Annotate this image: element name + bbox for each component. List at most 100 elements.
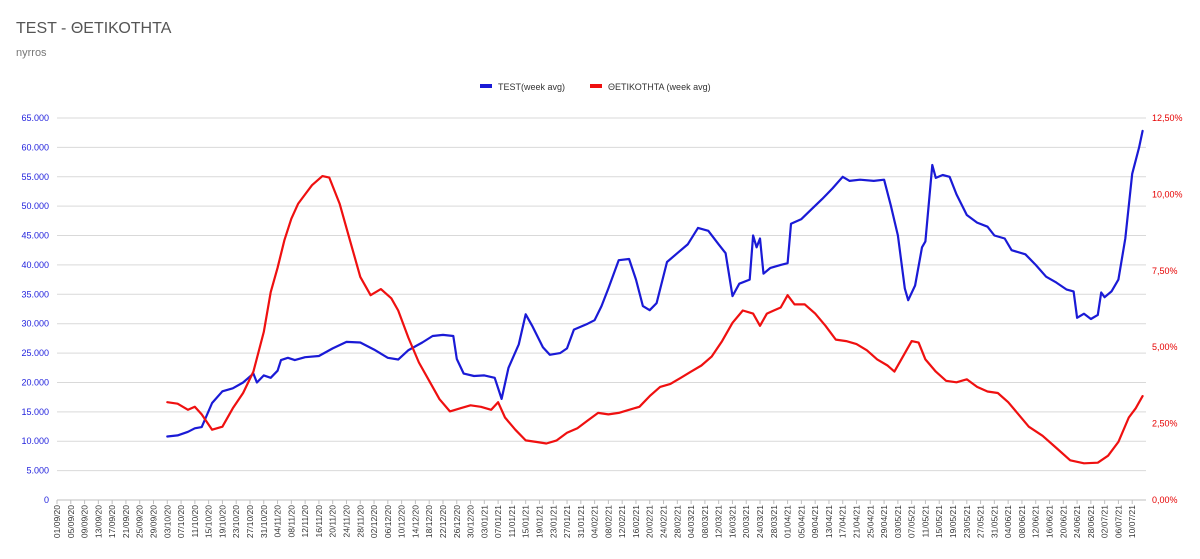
x-tick-label: 22/12/20	[438, 505, 448, 538]
y-left-tick-label: 35.000	[21, 289, 49, 299]
x-tick-label: 15/01/21	[521, 505, 531, 538]
x-tick-label: 06/07/21	[1113, 505, 1123, 538]
x-tick-label: 23/01/21	[548, 505, 558, 538]
x-tick-label: 27/01/21	[562, 505, 572, 538]
y-left-tick-label: 55.000	[21, 172, 49, 182]
x-tick-label: 23/05/21	[962, 505, 972, 538]
x-tick-label: 26/12/20	[452, 505, 462, 538]
y-left-tick-label: 10.000	[21, 436, 49, 446]
x-tick-label: 08/06/21	[1017, 505, 1027, 538]
x-tick-label: 28/02/21	[672, 505, 682, 538]
x-tick-label: 06/12/20	[383, 505, 393, 538]
x-tick-label: 30/12/20	[466, 505, 476, 538]
x-tick-label: 10/07/21	[1127, 505, 1137, 538]
x-tick-label: 20/11/20	[328, 505, 338, 538]
chart-subtitle: nyrros	[16, 47, 47, 59]
positivity-series-line	[166, 175, 1144, 465]
y-right-tick-label: 7,50%	[1152, 266, 1178, 276]
y-left-tick-label: 5.000	[26, 466, 49, 476]
x-tick-label: 04/02/21	[590, 505, 600, 538]
x-tick-label: 04/03/21	[686, 505, 696, 538]
x-tick-label: 07/10/20	[176, 505, 186, 538]
y-right-tick-label: 10,00%	[1152, 189, 1183, 199]
x-tick-label: 03/10/20	[162, 505, 172, 538]
y-right-tick-label: 5,00%	[1152, 342, 1178, 352]
y-left-tick-label: 0	[44, 495, 49, 505]
chart-title: TEST - ΘΕΤΙΚΟΤΗΤΑ	[16, 20, 172, 37]
x-tick-label: 24/11/20	[341, 505, 351, 538]
y-left-tick-label: 20.000	[21, 377, 49, 387]
x-tick-label: 13/04/21	[824, 505, 834, 538]
x-tick-label: 14/12/20	[410, 505, 420, 538]
x-tick-label: 05/04/21	[796, 505, 806, 538]
x-tick-label: 31/01/21	[576, 505, 586, 538]
y-right-tick-label: 2,50%	[1152, 419, 1178, 429]
x-tick-label: 16/02/21	[631, 505, 641, 538]
x-tick-label: 15/10/20	[204, 505, 214, 538]
x-tick-label: 23/10/20	[231, 505, 241, 538]
x-tick-label: 17/04/21	[838, 505, 848, 538]
x-tick-label: 19/10/20	[217, 505, 227, 538]
y-left-tick-label: 50.000	[21, 201, 49, 211]
x-tick-label: 02/07/21	[1100, 505, 1110, 538]
x-tick-label: 11/10/20	[190, 505, 200, 538]
x-tick-label: 19/05/21	[948, 505, 958, 538]
y-right-tick-label: 12,50%	[1152, 113, 1183, 123]
x-tick-label: 28/11/20	[355, 505, 365, 538]
x-tick-label: 10/12/20	[397, 505, 407, 538]
legend-test-swatch	[480, 84, 492, 88]
x-tick-label: 16/06/21	[1045, 505, 1055, 538]
x-tick-label: 04/06/21	[1003, 505, 1013, 538]
x-tick-label: 11/01/21	[507, 505, 517, 538]
legend-positivity-label: ΘΕΤΙΚΟΤΗΤΑ (week avg)	[608, 82, 711, 92]
y-left-tick-label: 15.000	[21, 407, 49, 417]
x-tick-label: 07/01/21	[493, 505, 503, 538]
x-tick-label: 11/05/21	[920, 505, 930, 538]
x-tick-label: 28/06/21	[1086, 505, 1096, 538]
x-tick-label: 12/06/21	[1031, 505, 1041, 538]
y-left-tick-label: 45.000	[21, 231, 49, 241]
x-tick-label: 24/03/21	[755, 505, 765, 538]
x-tick-label: 25/04/21	[865, 505, 875, 538]
x-tick-label: 17/09/20	[107, 505, 117, 538]
x-tick-label: 28/03/21	[769, 505, 779, 538]
x-tick-label: 29/09/20	[148, 505, 158, 538]
y-left-tick-label: 40.000	[21, 260, 49, 270]
x-tick-label: 09/09/20	[80, 505, 90, 538]
x-tick-label: 01/09/20	[52, 505, 62, 538]
x-tick-label: 19/01/21	[534, 505, 544, 538]
x-tick-label: 24/06/21	[1072, 505, 1082, 538]
x-tick-label: 03/05/21	[893, 505, 903, 538]
x-tick-label: 01/04/21	[783, 505, 793, 538]
x-tick-label: 31/05/21	[989, 505, 999, 538]
legend-test-label: TEST(week avg)	[498, 82, 565, 92]
x-tick-label: 25/09/20	[135, 505, 145, 538]
x-tick-label: 20/03/21	[741, 505, 751, 538]
y-left-tick-label: 65.000	[21, 113, 49, 123]
x-tick-label: 20/06/21	[1058, 505, 1068, 538]
x-tick-label: 02/12/20	[369, 505, 379, 538]
y-left-tick-label: 60.000	[21, 142, 49, 152]
x-tick-label: 07/05/21	[907, 505, 917, 538]
x-tick-label: 21/09/20	[121, 505, 131, 538]
x-tick-label: 27/10/20	[245, 505, 255, 538]
x-tick-label: 08/02/21	[603, 505, 613, 538]
x-tick-label: 21/04/21	[852, 505, 862, 538]
x-tick-label: 29/04/21	[879, 505, 889, 538]
legend-positivity-swatch	[590, 84, 602, 88]
y-left-tick-label: 25.000	[21, 348, 49, 358]
x-tick-label: 09/04/21	[810, 505, 820, 538]
x-tick-label: 16/03/21	[727, 505, 737, 538]
x-tick-label: 03/01/21	[479, 505, 489, 538]
x-tick-label: 13/09/20	[93, 505, 103, 538]
x-tick-label: 20/02/21	[645, 505, 655, 538]
y-left-tick-label: 30.000	[21, 319, 49, 329]
x-tick-label: 08/11/20	[286, 505, 296, 538]
x-tick-label: 18/12/20	[424, 505, 434, 538]
x-tick-label: 15/05/21	[934, 505, 944, 538]
x-tick-label: 24/02/21	[659, 505, 669, 538]
x-tick-label: 04/11/20	[273, 505, 283, 538]
x-tick-label: 12/02/21	[617, 505, 627, 538]
x-tick-label: 12/11/20	[300, 505, 310, 538]
